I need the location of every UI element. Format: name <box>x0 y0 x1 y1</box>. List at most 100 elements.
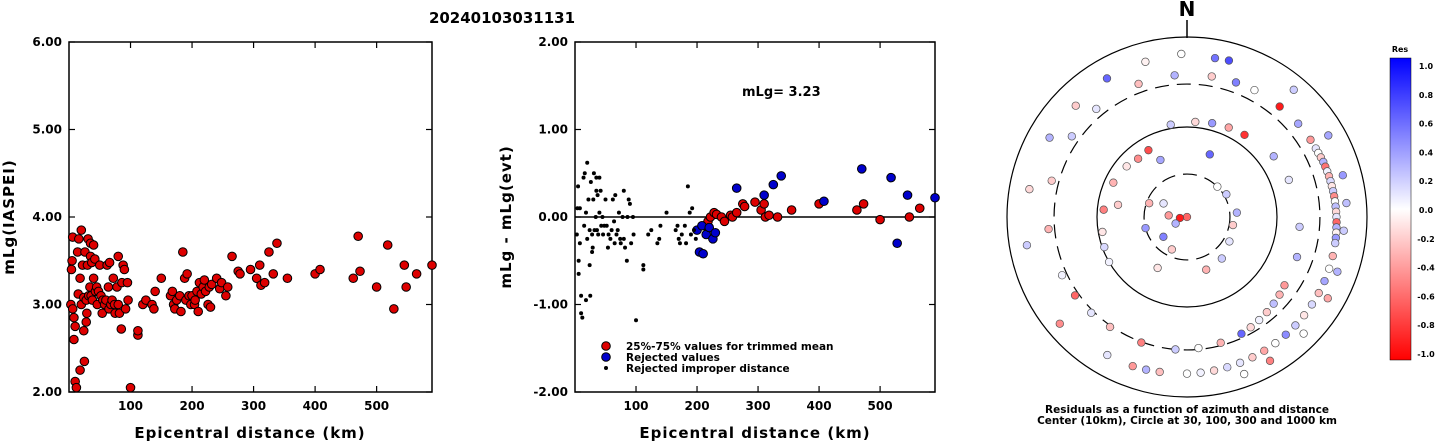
data-point <box>597 210 602 215</box>
data-point <box>156 273 167 284</box>
data-point <box>914 203 925 214</box>
data-point <box>601 232 606 237</box>
data-point <box>591 197 596 202</box>
residual-point <box>1207 119 1217 128</box>
data-point <box>620 215 625 219</box>
data-point <box>222 282 233 292</box>
data-point <box>125 382 136 393</box>
data-point <box>123 295 133 305</box>
residual-point <box>1196 368 1205 377</box>
data-point <box>272 238 282 249</box>
y-tick-label: 2.00 <box>538 35 568 49</box>
data-point <box>693 236 698 241</box>
residual-point <box>1182 212 1192 222</box>
data-point <box>625 215 630 219</box>
residual-point <box>1228 220 1238 230</box>
residual-point <box>1092 104 1101 114</box>
data-point <box>577 206 582 211</box>
residual-point <box>1225 237 1234 246</box>
data-point <box>97 308 108 319</box>
x-tick-label: 300 <box>241 399 266 413</box>
residual-point <box>1255 315 1264 325</box>
data-point <box>150 286 160 297</box>
residual-point <box>1025 185 1034 194</box>
residual-point <box>1240 369 1249 379</box>
data-point <box>604 223 609 228</box>
data-point <box>588 180 593 184</box>
data-point <box>167 286 178 297</box>
data-point <box>108 273 119 284</box>
data-point <box>591 171 596 176</box>
residual-point <box>1331 238 1340 248</box>
residual-point <box>1133 154 1143 163</box>
data-point <box>616 210 621 215</box>
residual-point <box>1071 101 1080 110</box>
data-point <box>690 206 695 211</box>
residual-point <box>1104 257 1114 267</box>
colorbar-tick-label: -0.4 <box>1417 264 1435 273</box>
data-point <box>603 197 608 202</box>
data-point <box>355 266 365 277</box>
data-point <box>587 228 592 233</box>
residual-point <box>1045 133 1054 142</box>
residual-point <box>1177 49 1186 59</box>
residual-point <box>1294 119 1303 128</box>
data-point <box>389 304 399 314</box>
caption-line-2: Center (10km), Circle at 30, 100, 300 an… <box>1037 415 1337 427</box>
data-point <box>371 282 382 292</box>
data-point <box>178 247 188 257</box>
data-point <box>676 236 681 241</box>
plot-frame <box>68 41 433 393</box>
data-point <box>772 212 783 222</box>
data-point <box>902 190 913 200</box>
data-point <box>627 201 632 206</box>
data-point <box>641 263 646 268</box>
y-tick-label: 6.00 <box>32 35 62 49</box>
residual-point <box>1210 53 1220 63</box>
data-point <box>82 308 92 319</box>
residual-point <box>1281 330 1290 339</box>
residual-point <box>1171 345 1180 354</box>
data-point <box>113 251 124 262</box>
data-point <box>401 282 411 292</box>
residual-point <box>1047 176 1056 185</box>
data-point <box>120 304 131 314</box>
panel-residual-vs-distance: 100 200 300 400 500 -2.00 -1.00 0.00 1.00 2.00 mL… <box>497 35 940 441</box>
data-point <box>585 160 590 165</box>
legend: 25%-75% values for trimmed meanRejected … <box>601 341 834 375</box>
residual-point <box>1207 72 1216 81</box>
data-point <box>764 210 774 221</box>
data-point <box>892 238 902 249</box>
data-point <box>658 223 663 228</box>
data-point <box>577 241 582 246</box>
residual-point <box>1299 329 1308 338</box>
data-point <box>579 311 584 316</box>
residual-point <box>1044 224 1053 234</box>
colorbar: Res 1.0 0.8 0.6 0.4 0.2 0.0 -0.2 -0.4 -0.6 -0.8 -1… <box>1389 45 1435 361</box>
data-point <box>594 228 599 233</box>
data-point <box>739 201 750 212</box>
legend-marker <box>601 341 611 351</box>
residual-point <box>1156 155 1165 165</box>
data-point <box>199 275 210 285</box>
colorbar-tick-label: 0.4 <box>1419 148 1434 157</box>
residual-point <box>1213 182 1222 191</box>
data-point <box>612 241 617 246</box>
data-point <box>719 216 730 227</box>
data-point <box>582 171 587 176</box>
colorbar-tick-label: -0.6 <box>1417 292 1435 301</box>
residual-point <box>1269 152 1278 161</box>
residual-point <box>1217 254 1226 263</box>
data-point <box>221 290 231 301</box>
data-point <box>593 215 598 219</box>
data-point <box>579 293 584 298</box>
x-tick-label: 400 <box>303 399 328 413</box>
data-point <box>664 210 669 215</box>
data-point <box>585 236 590 241</box>
mean-annotation: mLg= 3.23 <box>742 85 821 100</box>
data-point <box>75 365 85 375</box>
data-point <box>618 236 623 241</box>
residual-point <box>1223 363 1232 372</box>
x-tick-label: 300 <box>746 399 771 413</box>
